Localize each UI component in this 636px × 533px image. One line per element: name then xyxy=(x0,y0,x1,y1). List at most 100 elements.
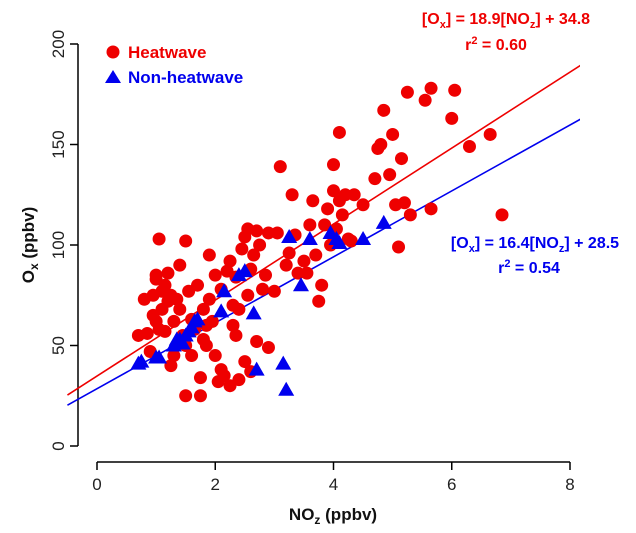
heatwave-point xyxy=(462,140,476,154)
heatwave-point xyxy=(397,196,411,210)
x-tick-label: 8 xyxy=(565,475,574,494)
legend: Heatwave Non-heatwave xyxy=(105,43,243,87)
heatwave-point xyxy=(229,328,243,342)
heatwave-point xyxy=(158,324,172,338)
heatwave-point xyxy=(309,248,323,262)
heatwave-point xyxy=(235,242,249,256)
non-heatwave-point xyxy=(275,355,292,370)
heatwave-point xyxy=(179,389,193,403)
heatwave-point xyxy=(259,268,273,282)
heatwave-point xyxy=(344,234,358,248)
heatwave-point xyxy=(303,218,317,232)
heatwave-point xyxy=(161,266,175,280)
heatwave-point xyxy=(332,125,346,139)
heatwave-point xyxy=(394,152,408,166)
heatwave-point xyxy=(403,208,417,222)
x-tick-label: 0 xyxy=(92,475,101,494)
x-tick-label: 2 xyxy=(211,475,220,494)
heatwave-point xyxy=(297,254,311,268)
heatwave-point xyxy=(217,369,231,383)
non-heatwave-point xyxy=(278,381,295,396)
heatwave-point xyxy=(256,282,270,296)
heatwave-point xyxy=(199,339,213,352)
non-heatwave-point xyxy=(375,214,392,229)
heatwave-point xyxy=(232,373,246,387)
legend-non-heatwave-marker xyxy=(105,70,121,83)
heatwave-point xyxy=(170,292,184,306)
non-heatwave-point xyxy=(236,263,253,278)
y-tick-label: 50 xyxy=(49,336,68,355)
heatwave-point xyxy=(327,184,340,198)
heatwave-point xyxy=(241,288,255,302)
non-heatwave-point xyxy=(216,283,233,298)
heatwave-point xyxy=(158,278,172,292)
heatwave-point xyxy=(250,334,264,348)
non-heatwave-points xyxy=(130,214,392,396)
x-axis-title: NOz (ppbv) xyxy=(289,505,377,527)
heatwave-point xyxy=(483,127,497,141)
y-tick-label: 0 xyxy=(49,441,68,450)
heatwave-point xyxy=(315,278,329,292)
heatwave-point xyxy=(226,318,240,332)
heatwave-point xyxy=(495,208,509,222)
non-heatwave-point xyxy=(292,277,309,292)
heatwave-point xyxy=(191,278,205,292)
non-heatwave-fit-equation: [Ox] = 16.4[NOz] + 28.5 xyxy=(451,235,619,255)
legend-non-heatwave-label: Non-heatwave xyxy=(128,68,243,87)
legend-heatwave-marker xyxy=(106,45,120,59)
y-ticks: 0 50 100 150 200 xyxy=(49,30,78,451)
heatwave-point xyxy=(273,160,287,174)
heatwave-fit-equation: [Ox] = 18.9[NOz] + 34.8 xyxy=(422,11,590,31)
heatwave-r-squared: r2 = 0.60 xyxy=(465,35,527,54)
heatwave-point xyxy=(152,232,166,246)
y-tick-label: 150 xyxy=(49,130,68,158)
heatwave-point xyxy=(270,226,284,240)
heatwave-point xyxy=(185,349,199,363)
heatwave-point xyxy=(267,284,281,298)
heatwave-point xyxy=(149,268,163,282)
heatwave-point xyxy=(202,292,216,306)
non-heatwave-point xyxy=(174,335,191,350)
non-heatwave-r-squared: r2 = 0.54 xyxy=(498,258,560,277)
non-heatwave-point xyxy=(133,353,150,368)
heatwave-point xyxy=(279,258,293,272)
heatwave-point xyxy=(386,127,400,141)
y-axis-title: Ox (ppbv) xyxy=(19,207,41,284)
heatwave-point xyxy=(261,341,275,355)
heatwave-point xyxy=(247,248,261,262)
heatwave-point xyxy=(335,208,349,222)
heatwave-point xyxy=(400,85,414,99)
heatwave-point xyxy=(377,103,391,117)
non-heatwave-point xyxy=(248,361,265,376)
heatwave-point xyxy=(173,258,187,272)
x-tick-label: 4 xyxy=(329,475,338,494)
heatwave-point xyxy=(285,188,299,202)
heatwave-point xyxy=(202,248,216,262)
non-heatwave-equation: [Ox] = 16.4[NOz] + 28.5 r2 = 0.54 xyxy=(451,235,619,277)
non-heatwave-point xyxy=(151,349,168,364)
heatwave-point xyxy=(193,389,207,403)
non-heatwave-point xyxy=(355,230,372,245)
heatwave-point xyxy=(321,202,335,216)
heatwave-point xyxy=(232,302,246,316)
heatwave-point xyxy=(208,268,222,282)
heatwave-point xyxy=(306,194,320,208)
heatwave-point xyxy=(208,349,222,363)
heatwave-point xyxy=(167,314,181,328)
non-heatwave-point xyxy=(301,230,318,245)
heatwave-point xyxy=(374,138,388,151)
y-tick-label: 100 xyxy=(49,231,68,259)
heatwave-point xyxy=(196,302,210,316)
heatwave-point xyxy=(418,93,432,107)
heatwave-point xyxy=(347,188,361,202)
heatwave-point xyxy=(312,294,326,308)
non-heatwave-point xyxy=(245,305,262,320)
x-tick-label: 6 xyxy=(447,475,456,494)
heatwave-point xyxy=(193,371,207,385)
axes: 0 50 100 150 200 0 2 4 6 8 xyxy=(49,30,575,494)
heatwave-point xyxy=(392,240,406,254)
y-tick-label: 200 xyxy=(49,30,68,58)
heatwave-point xyxy=(223,254,237,268)
heatwave-point xyxy=(424,81,438,95)
